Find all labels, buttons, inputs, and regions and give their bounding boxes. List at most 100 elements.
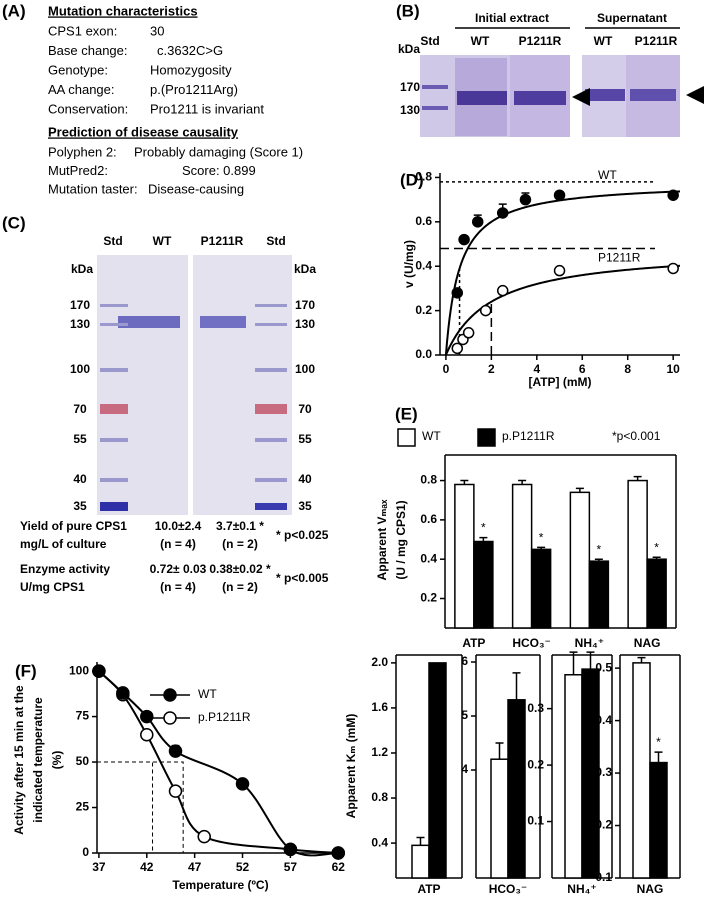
data-point	[235, 777, 250, 791]
significance: * p<0.025	[276, 528, 329, 542]
data-point	[458, 233, 470, 246]
marker-label: 40	[73, 472, 87, 486]
y-tick-label: 2.0	[371, 655, 388, 669]
x-axis-label: Temperature (ºC)	[172, 878, 268, 892]
marker-label: 170	[400, 80, 420, 94]
data-point	[667, 262, 679, 275]
error-bar	[633, 475, 642, 481]
group-label: Supernatant	[597, 11, 667, 25]
x-tick-label: 37	[92, 860, 106, 874]
significance: * p<0.005	[276, 571, 329, 585]
field-value: c.3632C>G	[157, 43, 223, 58]
bar	[411, 844, 430, 879]
field-name: Conservation:	[48, 101, 128, 116]
lane-label: WT	[153, 234, 172, 248]
data-point	[479, 304, 492, 317]
data-point	[496, 207, 509, 219]
lane-label: Std	[103, 234, 122, 248]
gel-band	[200, 316, 246, 328]
gel-band	[255, 503, 287, 510]
legend-swatch	[397, 428, 416, 447]
gel-band	[100, 368, 128, 372]
category-label: HCO₃⁻	[512, 636, 551, 650]
error-bar	[512, 672, 521, 700]
panel-label: (B)	[396, 1, 420, 20]
y-tick-label: 1.2	[371, 745, 388, 759]
gel-band	[457, 91, 507, 105]
gel-band	[100, 404, 128, 414]
marker-label: 100	[70, 362, 90, 376]
y-tick-label: 0.0	[415, 347, 432, 361]
data-point	[553, 189, 566, 201]
field-value: Score: 0.899	[182, 163, 256, 178]
row-name: U/mg CPS1	[20, 580, 85, 594]
error-bar	[637, 656, 646, 663]
unit-label: kDa	[71, 262, 93, 276]
y-tick-label: 6	[461, 654, 468, 668]
y-axis-label: Apparent Kₘ (mM)	[344, 714, 358, 819]
gel-band	[585, 89, 625, 101]
bar	[569, 491, 591, 629]
gel-band	[100, 323, 128, 326]
y-tick-label: 0.3	[527, 701, 544, 715]
y-axis-label: Activity after 15 min at the	[12, 685, 26, 835]
y-tick-label: 4	[461, 762, 468, 776]
bar	[564, 674, 583, 879]
marker-label: 130	[295, 317, 315, 331]
y-tick-label: 0.2	[595, 818, 612, 832]
error-bar	[518, 479, 527, 485]
category-label: HCO₃⁻	[489, 882, 528, 896]
y-tick-label: 0.8	[420, 473, 437, 487]
x-tick-label: 2	[488, 362, 495, 376]
x-tick-label: 42	[140, 860, 154, 874]
panel-label: (E)	[395, 404, 418, 423]
legend-label: p.P1211R	[502, 429, 555, 443]
gel-band	[255, 368, 287, 372]
marker-label: 35	[298, 499, 312, 513]
reference-line	[97, 761, 154, 853]
gel-band	[422, 85, 448, 89]
y-tick-label: 0.4	[420, 551, 437, 565]
bar	[646, 558, 667, 629]
y-tick-label: 5	[461, 708, 468, 722]
y-tick-label: 25	[76, 800, 90, 814]
panel-label: (F)	[15, 661, 37, 680]
data-point	[331, 846, 346, 860]
wt-value: 0.72± 0.03	[150, 562, 207, 576]
marker-label: 170	[295, 298, 315, 312]
y-tick-label: 0.2	[527, 757, 544, 771]
x-tick-label: 62	[332, 860, 346, 874]
unit-label: kDa	[294, 262, 316, 276]
significance-mark: *	[597, 542, 602, 556]
error-bar	[460, 479, 469, 485]
gel-band	[630, 89, 676, 101]
y-tick-label: 0.5	[595, 660, 612, 674]
gel-band	[255, 478, 287, 482]
field-name: Polyphen 2:	[48, 144, 117, 159]
gel-image	[420, 55, 704, 137]
y-tick-label: 1.6	[371, 700, 388, 714]
x-tick-label: 10	[667, 362, 681, 376]
y-tick-label: 0.6	[420, 512, 437, 526]
category-label: ATP	[462, 636, 485, 650]
bar	[530, 548, 552, 629]
lane-label: P1211R	[519, 34, 562, 48]
y-axis-label: v (U/mg)	[402, 240, 416, 288]
legend-label: WT	[198, 687, 217, 701]
field-value: p.(Pro1211Arg)	[150, 82, 238, 97]
wt-value: (n = 4)	[160, 580, 196, 594]
arrowhead	[686, 86, 704, 104]
category-label: NAG	[634, 636, 661, 650]
gel	[97, 255, 188, 515]
field-value: Probably damaging (Score 1)	[134, 144, 303, 159]
y-tick-label: 0.2	[415, 303, 432, 317]
marker-label: 55	[298, 432, 312, 446]
y-tick-label: 0.4	[415, 258, 432, 272]
data-point	[140, 709, 154, 724]
error-bar	[416, 836, 425, 846]
data-point	[667, 189, 679, 201]
error-bar	[495, 742, 504, 760]
data-point	[140, 728, 154, 742]
marker-label: 35	[73, 499, 87, 513]
bar	[507, 699, 526, 879]
